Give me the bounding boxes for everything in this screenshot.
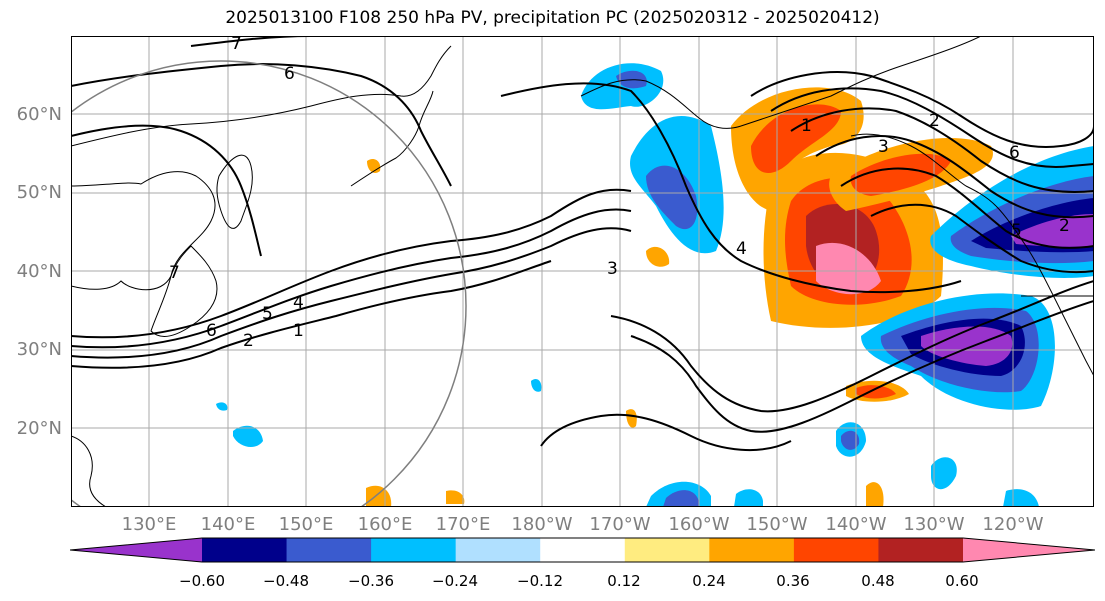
domain-circle bbox=[71, 60, 467, 507]
lon-label: 180°W bbox=[511, 514, 573, 535]
colorbar-segment bbox=[70, 538, 202, 562]
contour-label: 2 bbox=[929, 111, 940, 131]
lat-label-40n: 40°N bbox=[16, 261, 62, 282]
lon-label: 160°W bbox=[668, 514, 730, 535]
colorbar-segment bbox=[793, 538, 879, 562]
contour-label: 4 bbox=[293, 293, 304, 313]
lat-label-30n: 30°N bbox=[16, 339, 62, 360]
contour-label: 7 bbox=[231, 36, 242, 54]
colorbar-segment bbox=[455, 538, 541, 562]
contour-label: 6 bbox=[284, 64, 295, 84]
colorbar-outline bbox=[70, 537, 1095, 563]
colorbar-tick: 0.24 bbox=[692, 572, 726, 590]
lon-label: 140°W bbox=[825, 514, 887, 535]
colorbar-segment bbox=[371, 538, 457, 562]
lon-label: 120°W bbox=[982, 514, 1044, 535]
colorbar-segment bbox=[709, 538, 795, 562]
lon-label: 160°E bbox=[357, 514, 413, 535]
grid-lines bbox=[71, 36, 1094, 507]
lon-label: 170°W bbox=[589, 514, 651, 535]
contour-label: 5 bbox=[1011, 221, 1022, 241]
lat-label-60n: 60°N bbox=[16, 104, 62, 125]
lon-label: 140°E bbox=[200, 514, 256, 535]
contour-label: 4 bbox=[736, 239, 747, 259]
contour-label: 6 bbox=[1009, 143, 1020, 163]
contour-label: 3 bbox=[607, 259, 618, 279]
contour-label: 1 bbox=[293, 321, 304, 341]
contour-label: 5 bbox=[262, 304, 273, 324]
colorbar-tick: −0.60 bbox=[179, 572, 225, 590]
colorbar-tick: 0.36 bbox=[776, 572, 810, 590]
colorbar-segment bbox=[202, 538, 288, 562]
colorbar-segment bbox=[624, 538, 710, 562]
contour-label: 2 bbox=[1059, 216, 1070, 236]
colorbar-tick: −0.48 bbox=[263, 572, 309, 590]
lon-label: 130°W bbox=[903, 514, 965, 535]
colorbar-tick: 0.12 bbox=[607, 572, 641, 590]
colorbar-segment bbox=[878, 538, 964, 562]
colorbar bbox=[70, 537, 1095, 563]
colorbar-tick: −0.12 bbox=[517, 572, 563, 590]
lon-label: 170°E bbox=[435, 514, 491, 535]
map-panel: 7 6 1 2 4 5 6 7 4 3 1 2 3 6 5 2 bbox=[71, 36, 1094, 507]
colorbar-tick: −0.36 bbox=[348, 572, 394, 590]
lat-label-50n: 50°N bbox=[16, 182, 62, 203]
contour-label: 1 bbox=[801, 116, 812, 136]
map-title: 2025013100 F108 250 hPa PV, precipitatio… bbox=[225, 8, 880, 28]
lon-label: 150°W bbox=[746, 514, 808, 535]
contour-label: 3 bbox=[878, 137, 889, 157]
colorbar-segment bbox=[963, 538, 1095, 562]
colorbar-tick: −0.24 bbox=[432, 572, 478, 590]
lon-label: 150°E bbox=[278, 514, 334, 535]
colorbar-segment bbox=[540, 538, 626, 562]
pv-contours bbox=[71, 36, 1094, 451]
contour-label: 6 bbox=[206, 321, 217, 341]
colorbar-segment bbox=[286, 538, 372, 562]
colorbar-tick: 0.48 bbox=[861, 572, 895, 590]
contour-labels: 7 6 1 2 4 5 6 7 4 3 1 2 3 6 5 2 bbox=[169, 36, 1070, 351]
contour-label: 2 bbox=[243, 331, 254, 351]
contour-label: 7 bbox=[169, 263, 180, 283]
lat-label-20n: 20°N bbox=[16, 418, 62, 439]
lon-label: 130°E bbox=[121, 514, 177, 535]
colorbar-tick: 0.60 bbox=[945, 572, 979, 590]
